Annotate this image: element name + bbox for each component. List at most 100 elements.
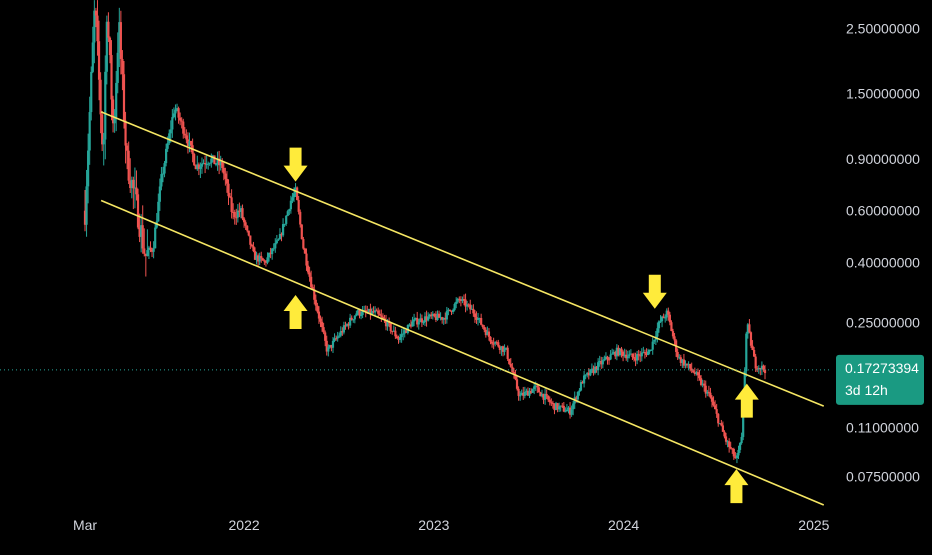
candle	[462, 294, 466, 306]
candle	[748, 319, 751, 334]
candle	[213, 155, 216, 165]
candle	[760, 361, 763, 375]
candle	[216, 151, 219, 171]
candle-body	[281, 224, 285, 236]
candle-body	[679, 357, 682, 363]
candle	[214, 162, 218, 167]
candle	[97, 20, 101, 101]
candle	[609, 350, 612, 361]
candle	[726, 440, 729, 448]
price-axis[interactable]: 2.50000000 1.50000000 0.90000000 0.60000000…	[846, 20, 920, 484]
candle	[445, 306, 448, 324]
candle	[278, 228, 282, 240]
candle	[163, 160, 166, 178]
candle	[712, 396, 715, 407]
candle	[539, 391, 542, 397]
candle-body	[554, 403, 558, 411]
candle	[269, 247, 272, 259]
candle	[111, 95, 115, 133]
down-arrow-marker	[642, 274, 667, 309]
candle	[556, 402, 559, 413]
candle-body	[520, 392, 523, 396]
candle-body	[289, 200, 292, 210]
candle-body	[160, 174, 163, 187]
candle-body	[147, 247, 151, 251]
candle-body	[646, 351, 650, 356]
candle-body	[717, 413, 720, 424]
candle-body	[456, 298, 459, 302]
candle-body	[389, 323, 392, 332]
candle	[643, 349, 647, 359]
candle-body	[235, 217, 238, 219]
candle-body	[648, 349, 651, 352]
candle	[375, 308, 378, 312]
candle-body	[628, 354, 631, 357]
candle-body	[358, 310, 361, 316]
candle-body	[152, 248, 155, 252]
down-arrow-marker	[283, 147, 308, 182]
candle	[395, 334, 399, 339]
candle	[102, 132, 105, 166]
candle	[508, 358, 511, 365]
candle-body	[83, 210, 87, 225]
candle-body	[553, 403, 556, 411]
candle-body	[196, 164, 199, 170]
time-axis[interactable]: Mar 2022 2023 2024 2025	[73, 517, 830, 533]
candle	[202, 159, 205, 165]
time-tick-label: 2023	[418, 517, 449, 533]
candle	[645, 348, 648, 357]
candle-body	[378, 313, 381, 316]
candle	[136, 188, 140, 230]
candle-body	[522, 392, 525, 396]
candle	[236, 204, 239, 223]
candle	[623, 348, 626, 358]
candle	[698, 369, 701, 381]
candle	[718, 423, 721, 425]
candle-body	[606, 356, 609, 360]
candle	[763, 365, 767, 380]
candle-body	[110, 55, 113, 100]
candle	[289, 195, 292, 214]
candle	[548, 396, 551, 406]
candle	[540, 389, 544, 398]
candle	[551, 400, 554, 409]
candle-body	[253, 251, 257, 260]
candle	[740, 432, 743, 445]
candle	[517, 386, 520, 401]
candle-body	[85, 186, 88, 225]
candle-body	[762, 365, 765, 370]
candle-body	[604, 356, 608, 360]
candle-body	[163, 163, 166, 174]
candle	[108, 36, 112, 64]
candle-body	[200, 163, 204, 167]
candle	[433, 313, 436, 318]
candle	[728, 438, 731, 453]
candle-body	[472, 308, 475, 314]
candle-body	[141, 225, 144, 249]
candle	[199, 162, 202, 179]
candle	[472, 304, 475, 317]
candle	[277, 238, 280, 242]
candle	[319, 315, 322, 328]
candle-body	[286, 211, 289, 216]
candle-body	[344, 325, 347, 327]
candle-body	[732, 449, 735, 457]
candle	[501, 345, 505, 357]
candle-body	[247, 230, 250, 236]
candle-body	[759, 367, 762, 370]
candle	[497, 339, 500, 348]
candle	[506, 345, 509, 361]
candle	[239, 205, 243, 219]
candle	[537, 385, 540, 393]
candle	[285, 215, 288, 226]
candle	[614, 350, 617, 360]
candle	[692, 369, 695, 373]
candle	[157, 193, 160, 222]
candle	[717, 413, 720, 427]
candle-body	[572, 403, 575, 410]
candle	[238, 202, 241, 218]
candle-body	[146, 250, 149, 257]
candle	[180, 117, 183, 129]
